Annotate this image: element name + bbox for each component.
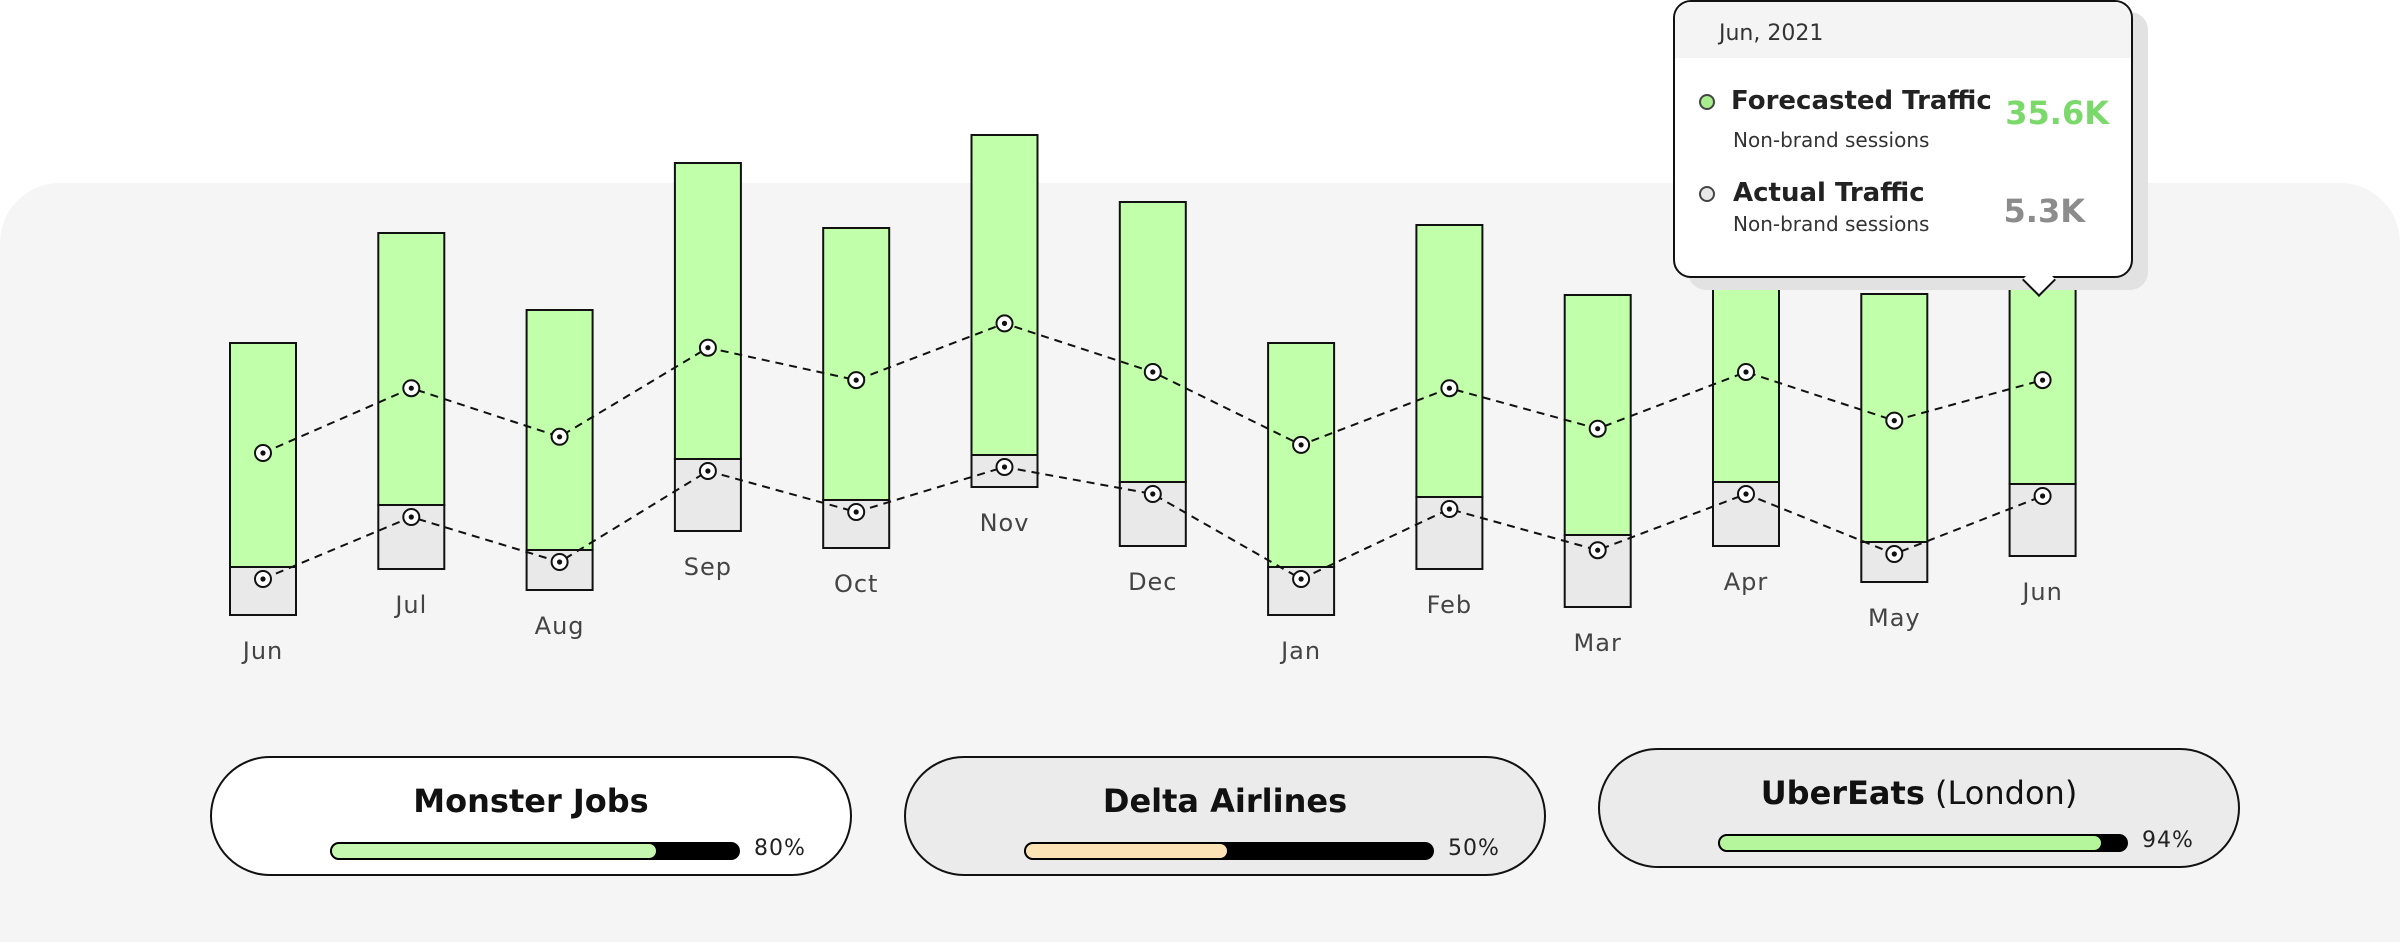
forecast-point-center	[2040, 377, 2046, 383]
progress-track	[1024, 842, 1434, 860]
client-name: Monster Jobs	[413, 782, 649, 820]
month-label: Nov	[980, 509, 1030, 537]
month-label: Jun	[2020, 578, 2063, 606]
client-name: Delta Airlines	[1102, 782, 1348, 820]
progress-percent: 80%	[754, 836, 806, 861]
forecast-point-center	[1150, 369, 1156, 375]
actual-value: 5.3K	[2003, 192, 2085, 230]
month-label: Mar	[1574, 629, 1622, 657]
bar-forecast	[970, 134, 1039, 456]
progress-fill	[1024, 842, 1229, 860]
month-label: Feb	[1427, 591, 1473, 619]
client-name: UberEats	[1760, 774, 1925, 812]
actual-point-center	[705, 468, 711, 474]
actual-point-center	[557, 559, 563, 565]
actual-point-center	[260, 576, 266, 582]
client-card-monster-jobs[interactable]: Monster Jobs 80%	[210, 756, 852, 876]
tooltip-date: Jun, 2021	[1675, 2, 2131, 58]
progress-track	[330, 842, 740, 860]
actual-point-center	[1743, 491, 1749, 497]
actual-point-center	[1298, 576, 1304, 582]
month-label: Jun	[241, 637, 284, 665]
actual-subtitle: Non-brand sessions	[1733, 212, 1930, 236]
actual-name: Actual Traffic	[1733, 178, 1925, 208]
forecast-subtitle: Non-brand sessions	[1733, 128, 1930, 152]
bar-forecast	[1267, 342, 1336, 568]
bar-forecast	[673, 162, 742, 460]
bar-forecast	[377, 232, 446, 506]
actual-legend-dot	[1699, 186, 1715, 202]
forecast-name: Forecasted Traffic	[1731, 86, 1992, 116]
progress-track	[1718, 834, 2128, 852]
forecast-value: 35.6K	[2005, 94, 2109, 132]
progress-percent: 50%	[1448, 836, 1500, 861]
forecast-point-center	[260, 450, 266, 456]
actual-point-center	[1891, 551, 1897, 557]
actual-point-center	[1446, 506, 1452, 512]
actual-point-center	[408, 514, 414, 520]
forecast-point-center	[1446, 385, 1452, 391]
month-label: Dec	[1128, 568, 1177, 596]
forecast-point-center	[557, 434, 563, 440]
progress-percent: 94%	[2142, 828, 2194, 853]
forecast-point-center	[1595, 426, 1601, 432]
forecast-legend-dot	[1699, 94, 1715, 110]
actual-point-center	[1001, 464, 1008, 470]
forecast-point-center	[1001, 320, 1008, 326]
actual-point-center	[1150, 491, 1156, 497]
forecast-point-center	[705, 345, 711, 351]
bar-forecast	[1563, 294, 1632, 536]
actual-point-center	[853, 509, 859, 515]
progress-fill	[1718, 834, 2104, 852]
forecast-point-center	[1298, 442, 1304, 448]
bar-forecast	[822, 227, 891, 501]
month-label: Jul	[393, 591, 427, 619]
month-label: May	[1868, 604, 1921, 632]
forecast-point-center	[853, 377, 859, 383]
month-label: Aug	[535, 612, 585, 640]
progress-fill	[330, 842, 658, 860]
actual-point-center	[1595, 547, 1601, 553]
actual-point-center	[2040, 493, 2046, 499]
forecast-point-center	[1743, 369, 1749, 375]
month-label: Apr	[1724, 568, 1769, 596]
client-card-ubereats[interactable]: UberEats (London) 94%	[1598, 748, 2240, 868]
forecast-point-center	[408, 385, 414, 391]
forecast-point-center	[1891, 418, 1897, 424]
bar-forecast	[1118, 201, 1187, 483]
client-card-delta-airlines[interactable]: Delta Airlines 50%	[904, 756, 1546, 876]
client-location: (London)	[1935, 774, 2078, 812]
month-label: Sep	[684, 553, 732, 581]
month-label: Oct	[834, 570, 879, 598]
traffic-tooltip: Jun, 2021 Forecasted Traffic Non-brand s…	[1673, 0, 2133, 297]
bar-forecast	[1415, 224, 1484, 498]
month-label: Jan	[1279, 637, 1321, 665]
